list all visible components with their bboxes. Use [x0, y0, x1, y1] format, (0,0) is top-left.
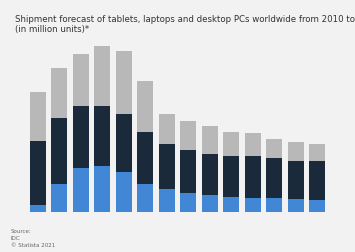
- Bar: [309, 162, 325, 200]
- Bar: [202, 127, 218, 154]
- Bar: [288, 161, 304, 199]
- Bar: [159, 189, 175, 212]
- Bar: [94, 167, 110, 212]
- Bar: [245, 134, 261, 156]
- Bar: [202, 154, 218, 196]
- Bar: [223, 156, 239, 198]
- Bar: [266, 159, 282, 199]
- Bar: [223, 198, 239, 212]
- Bar: [94, 107, 110, 167]
- Bar: [51, 118, 67, 185]
- Bar: [116, 115, 132, 172]
- Bar: [51, 69, 67, 118]
- Bar: [73, 106, 89, 168]
- Bar: [288, 142, 304, 161]
- Bar: [51, 185, 67, 212]
- Text: Source:
IDC
© Statista 2021: Source: IDC © Statista 2021: [11, 228, 55, 247]
- Bar: [159, 114, 175, 144]
- Bar: [245, 198, 261, 212]
- Bar: [116, 52, 132, 115]
- Bar: [73, 168, 89, 212]
- Bar: [180, 193, 196, 212]
- Bar: [30, 142, 46, 205]
- Bar: [116, 172, 132, 212]
- Bar: [202, 196, 218, 212]
- Text: Shipment forecast of tablets, laptops and desktop PCs worldwide from 2010 to 202: Shipment forecast of tablets, laptops an…: [15, 15, 355, 34]
- Bar: [30, 205, 46, 212]
- Bar: [180, 122, 196, 150]
- Bar: [159, 144, 175, 189]
- Bar: [266, 199, 282, 212]
- Bar: [137, 184, 153, 212]
- Bar: [94, 47, 110, 107]
- Bar: [137, 133, 153, 184]
- Bar: [266, 140, 282, 159]
- Bar: [137, 82, 153, 133]
- Bar: [309, 144, 325, 162]
- Bar: [30, 93, 46, 142]
- Bar: [223, 132, 239, 156]
- Bar: [288, 199, 304, 212]
- Bar: [180, 150, 196, 193]
- Bar: [245, 156, 261, 198]
- Bar: [309, 200, 325, 212]
- Bar: [73, 55, 89, 106]
